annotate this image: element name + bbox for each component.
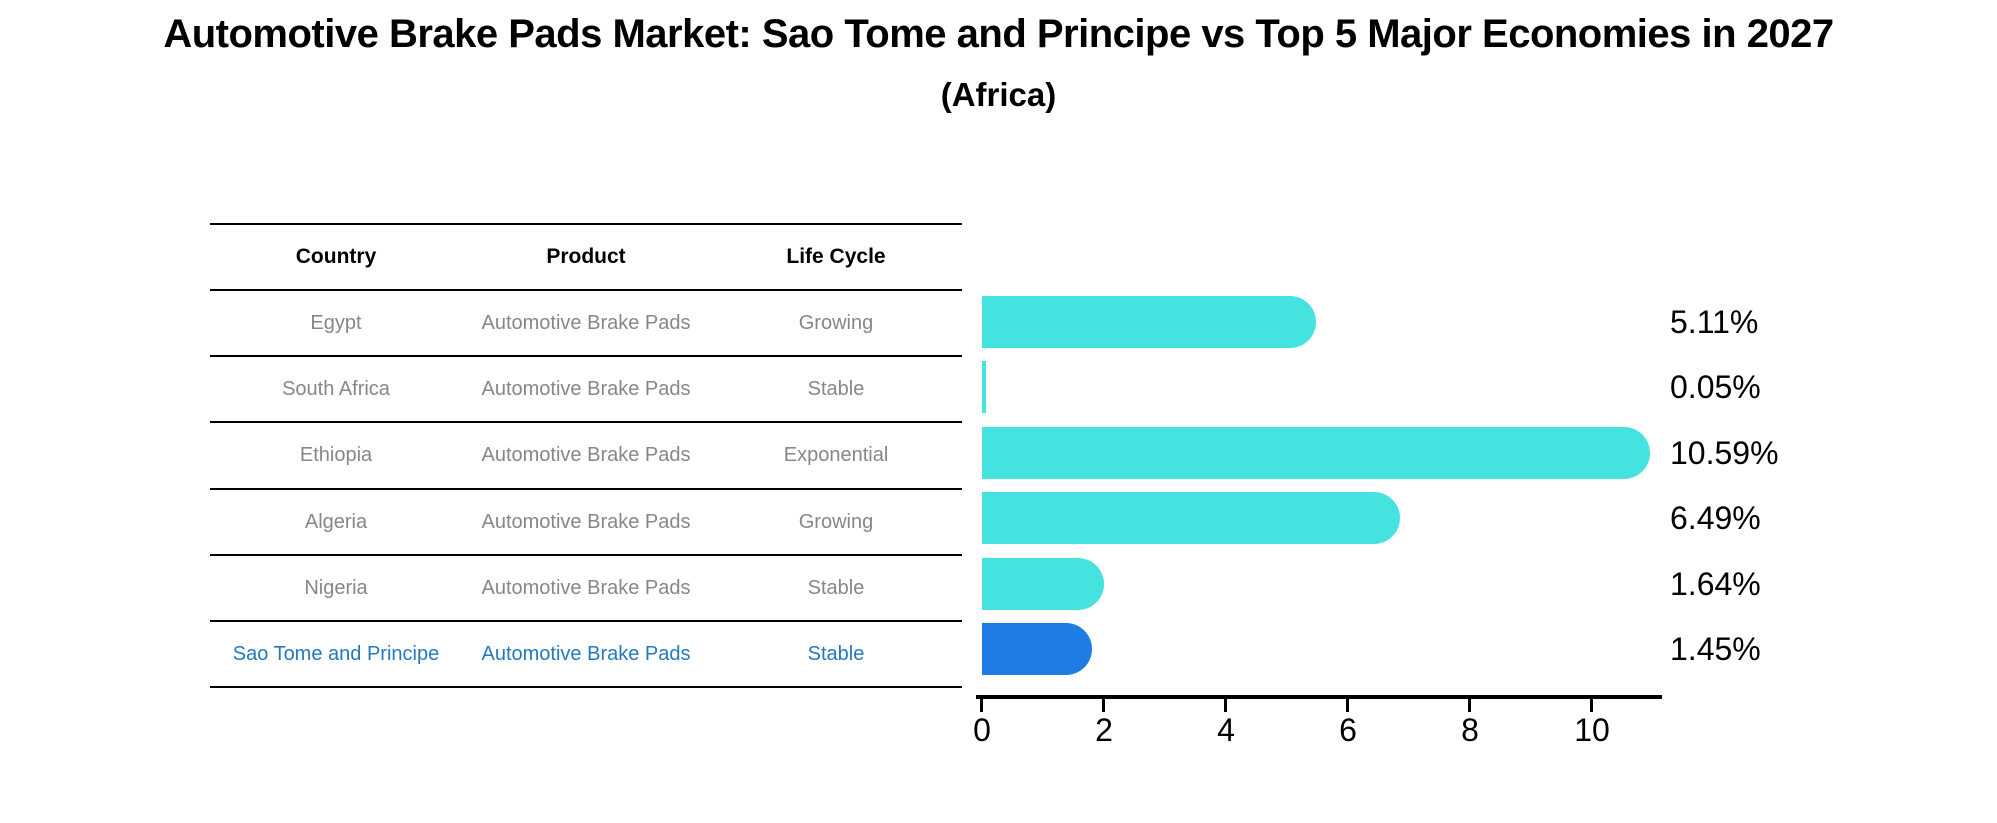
x-axis-tick-10 <box>1590 699 1593 712</box>
value-label-ethiopia: 10.59% <box>1670 435 1779 471</box>
table-cell-product: Automotive Brake Pads <box>481 444 691 466</box>
bar-south-africa <box>982 361 986 413</box>
table-row: Algeria Automotive Brake Pads Growing <box>210 490 962 554</box>
value-label-egypt: 5.11% <box>1670 304 1759 340</box>
table-rule <box>210 554 962 556</box>
table-rule <box>210 488 962 490</box>
table-row: Egypt Automotive Brake Pads Growing <box>210 291 962 355</box>
table-cell-product: Automotive Brake Pads <box>481 576 691 599</box>
table-rule <box>210 289 962 291</box>
x-axis-tick-4 <box>1224 699 1227 712</box>
x-axis-tick-label-4: 4 <box>1217 712 1235 748</box>
table-cell-life-cycle: Stable <box>807 576 865 599</box>
table-header-country: Country <box>295 245 377 268</box>
table-cell-country: Ethiopia <box>299 444 373 466</box>
table-rule <box>210 686 962 688</box>
table-row: South Africa Automotive Brake Pads Stabl… <box>210 357 962 421</box>
bar-sao-tome-and-principe <box>982 623 1092 675</box>
table-cell-product: Automotive Brake Pads <box>481 377 691 400</box>
table-header-row: Country Product Life Cycle <box>210 225 962 289</box>
x-axis-tick-label-8: 8 <box>1461 712 1479 748</box>
x-axis-line <box>976 695 1662 699</box>
table-row-highlight: Sao Tome and Principe Automotive Brake P… <box>210 622 962 686</box>
table-header-product: Product <box>546 245 626 268</box>
table-cell-product: Automotive Brake Pads <box>481 510 691 533</box>
x-axis-tick-label-2: 2 <box>1095 712 1113 748</box>
table-cell-product: Automotive Brake Pads <box>481 311 691 334</box>
table-rule <box>210 620 962 622</box>
table-row: Nigeria Automotive Brake Pads Stable <box>210 556 962 620</box>
bar-egypt <box>982 296 1316 348</box>
x-axis-tick-2 <box>1102 699 1105 712</box>
table-cell-country: Algeria <box>304 510 368 533</box>
table-cell-product: Automotive Brake Pads <box>481 642 691 665</box>
table-cell-life-cycle: Stable <box>807 642 865 665</box>
table-cell-country: Egypt <box>310 311 362 334</box>
chart-subtitle: (Africa) <box>940 76 1057 113</box>
table-cell-life-cycle: Growing <box>798 510 874 533</box>
table-cell-country: South Africa <box>282 377 390 400</box>
table-rule <box>210 421 962 423</box>
chart-title: Automotive Brake Pads Market: Sao Tome a… <box>163 12 1834 56</box>
value-label-south-africa: 0.05% <box>1670 369 1761 405</box>
table-rule <box>210 223 962 225</box>
table-rule <box>210 355 962 357</box>
table-cell-country: Nigeria <box>304 576 368 599</box>
value-label-nigeria: 1.64% <box>1670 566 1761 602</box>
value-label-algeria: 6.49% <box>1670 500 1761 536</box>
table-row: Ethiopia Automotive Brake Pads Exponenti… <box>210 423 962 488</box>
table-cell-country: Sao Tome and Principe <box>232 642 440 665</box>
x-axis-tick-0 <box>980 699 983 712</box>
table-cell-life-cycle: Stable <box>807 377 865 400</box>
table-cell-life-cycle: Growing <box>798 311 874 334</box>
value-label-sao-tome-and-principe: 1.45% <box>1670 631 1761 667</box>
x-axis-tick-label-10: 10 <box>1574 712 1610 748</box>
x-axis-tick-8 <box>1468 699 1471 712</box>
table-header-life-cycle: Life Cycle <box>786 245 886 268</box>
bar-algeria <box>982 492 1400 544</box>
x-axis-tick-6 <box>1346 699 1349 712</box>
x-axis-tick-label-6: 6 <box>1339 712 1357 748</box>
table-cell-life-cycle: Exponential <box>783 444 889 466</box>
bar-nigeria <box>982 558 1104 610</box>
x-axis-tick-label-0: 0 <box>973 712 991 748</box>
bar-ethiopia <box>982 427 1650 479</box>
